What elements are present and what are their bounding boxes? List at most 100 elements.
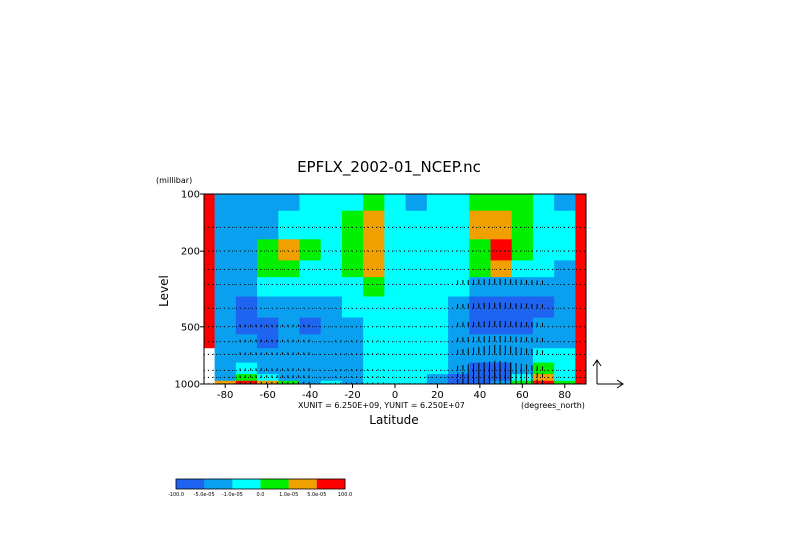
field-cell: [320, 277, 343, 298]
field-cell: [426, 260, 449, 278]
field-cell: [469, 380, 492, 384]
field-cell: [341, 239, 364, 262]
field-cell: [341, 210, 364, 240]
y-unit-label: (millibar): [156, 176, 192, 185]
field-cell: [532, 334, 555, 349]
field-cell: [257, 317, 279, 335]
field-cell: [204, 348, 216, 364]
field-cell: [575, 260, 586, 278]
colorbar-label: 0.0: [257, 492, 265, 498]
field-cell: [575, 210, 586, 240]
field-cell: [257, 380, 279, 384]
field-cell: [554, 194, 576, 212]
field-cell: [532, 380, 555, 384]
field-cell: [257, 334, 279, 349]
field-cell: [214, 380, 237, 384]
field-cell: [426, 362, 449, 375]
field-cell: [235, 334, 258, 349]
field-cell: [320, 296, 343, 319]
field-cell: [341, 380, 364, 384]
field-cell: [426, 239, 449, 262]
field-cell: [204, 374, 216, 382]
colorbar-swatch: [204, 479, 233, 489]
field-cell: [278, 194, 301, 212]
field-cell: [384, 317, 407, 335]
field-cell: [320, 362, 343, 375]
field-cell: [235, 380, 258, 384]
field-cell: [426, 334, 449, 349]
field-cell: [214, 374, 237, 382]
field-cell: [257, 374, 279, 382]
field-cell: [448, 362, 470, 375]
colorbar-label: 1.0e-05: [279, 492, 298, 498]
field-cell: [214, 348, 237, 364]
field-cell: [278, 260, 301, 278]
field-cell: [320, 380, 343, 384]
field-cell: [235, 277, 258, 298]
field-cell: [469, 296, 492, 319]
field-cell: [278, 348, 301, 364]
field-cell: [204, 296, 216, 319]
x-axis-ticks: -80 -60 -40 -20 0 20 40 60 80: [217, 384, 571, 401]
field-cell: [448, 374, 470, 382]
colorbar: -100.0 -5.0e-05 -1.0e-05 0.0 1.0e-05 5.0e-05 1…: [168, 478, 352, 498]
field-cell: [554, 374, 576, 382]
field-cell: [490, 277, 513, 298]
epflux-vectors: [207, 226, 581, 384]
field-cell: [235, 210, 258, 240]
field-cell: [204, 362, 216, 375]
field-cell: [299, 239, 322, 262]
field-cell: [363, 380, 385, 384]
field-cell: [448, 380, 470, 384]
field-cell: [320, 317, 343, 335]
field-cell: [204, 210, 216, 240]
field-cell: [532, 194, 555, 212]
field-cell: [469, 317, 492, 335]
field-cell: [341, 277, 364, 298]
field-cell: [235, 362, 258, 375]
field-cell: [554, 277, 576, 298]
colorbar-swatch: [288, 479, 318, 489]
field-cell: [341, 317, 364, 335]
field-cell: [384, 239, 407, 262]
field-cell: [448, 348, 470, 364]
field-cell: [554, 296, 576, 319]
field-cell: [469, 239, 492, 262]
y-axis-ticks: 100 200 500 1000: [175, 190, 204, 391]
field-cell: [299, 334, 322, 349]
field-cell: [235, 260, 258, 278]
field-cell: [214, 277, 237, 298]
field-cell: [257, 277, 279, 298]
field-cell: [426, 210, 449, 240]
field-cell: [575, 277, 586, 298]
field-cell: [278, 317, 301, 335]
field-cell: [384, 348, 407, 364]
field-cell: [214, 194, 237, 212]
colorbar-frame: [175, 478, 346, 490]
field-cell: [426, 374, 449, 382]
x-axis-title: Latitude: [369, 413, 418, 427]
field-cell: [511, 380, 534, 384]
field-cell: [511, 194, 534, 212]
field-cell: [575, 348, 586, 364]
field-cell: [532, 210, 555, 240]
field-cell: [384, 210, 407, 240]
colorbar-swatch: [260, 479, 289, 489]
field-cell: [299, 277, 322, 298]
field-cell: [426, 380, 449, 384]
field-cell: [363, 348, 385, 364]
field-cell: [341, 362, 364, 375]
field-cell: [214, 296, 237, 319]
colorbar-swatch: [232, 479, 261, 489]
field-cell: [384, 277, 407, 298]
field-cell: [257, 210, 279, 240]
field-cell: [257, 260, 279, 278]
field-cell: [257, 239, 279, 262]
field-cell: [278, 210, 301, 240]
field-cell: [490, 334, 513, 349]
field-cell: [214, 239, 237, 262]
x-tick-label: 80: [558, 390, 571, 401]
field-cell: [490, 194, 513, 212]
field-cell: [554, 317, 576, 335]
field-cell: [257, 362, 279, 375]
